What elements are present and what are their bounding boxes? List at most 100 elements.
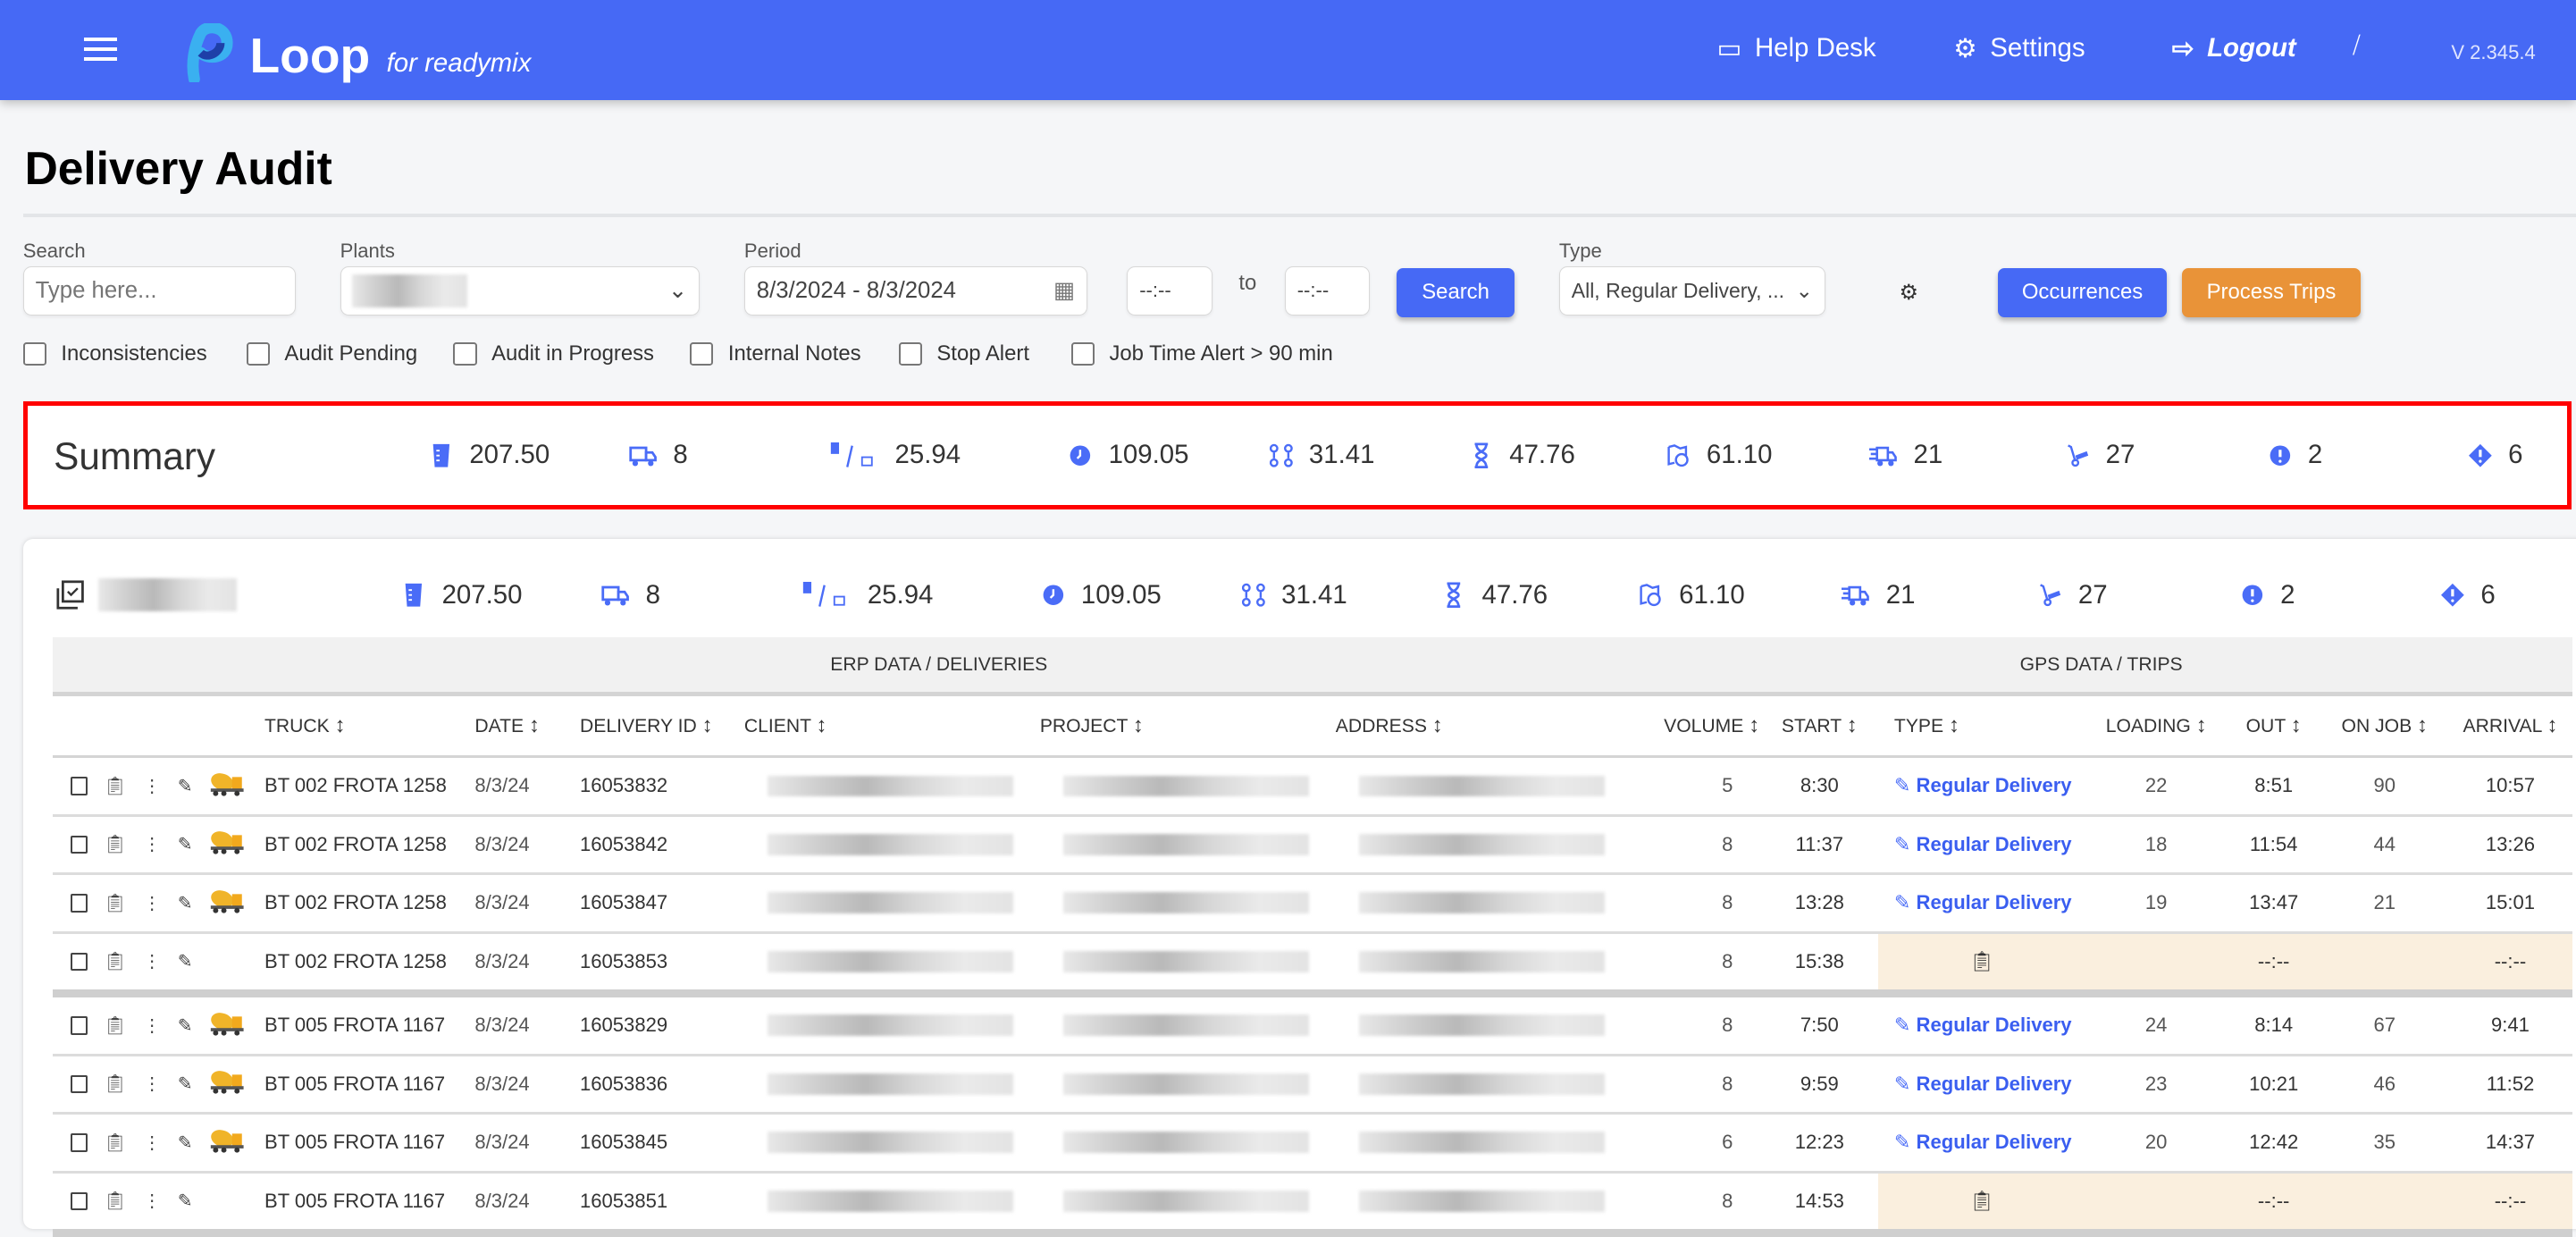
column-header-date[interactable]: DATE ↕ [473, 694, 579, 759]
logo[interactable]: Loop for readymix [178, 22, 531, 82]
column-header-loading[interactable]: LOADING ↕ [2086, 694, 2227, 759]
checkbox-icon[interactable] [22, 342, 46, 366]
type-link[interactable]: Regular Delivery [1916, 832, 2072, 855]
edit-icon[interactable]: ✎ [177, 1191, 193, 1212]
column-header-arrival[interactable]: ARRIVAL ↕ [2447, 694, 2573, 759]
select-all-icon[interactable] [55, 580, 86, 617]
sort-icon[interactable]: ↕ [1749, 713, 1760, 738]
column-header-out[interactable]: OUT ↕ [2226, 694, 2321, 759]
row-checkbox[interactable] [71, 894, 88, 913]
clipboard-icon[interactable]: 📋︎ [104, 1132, 127, 1153]
sort-icon[interactable]: ↕ [1132, 713, 1144, 738]
no-trip-cell[interactable]: 📋︎ [1877, 932, 2087, 998]
occurrences-button[interactable]: Occurrences [1997, 267, 2168, 317]
clipboard-icon[interactable]: 📋︎ [104, 1015, 127, 1036]
help-desk-link[interactable]: ▭ Help Desk [1716, 33, 1875, 64]
edit-icon[interactable]: ✎ [177, 1132, 193, 1153]
table-row[interactable]: 📋︎ ⋮ ✎ BT 002 FROTA 1258 8/3/24 16053847 8… [52, 873, 2573, 934]
type-cell[interactable]: ✎ Regular Delivery [1877, 873, 2087, 934]
sort-icon[interactable]: ↕ [1431, 713, 1443, 738]
filter-checkbox[interactable]: Audit Pending [246, 341, 417, 366]
filter-checkbox[interactable]: Job Time Alert > 90 min [1070, 341, 1333, 366]
column-header-on-job[interactable]: ON JOB ↕ [2320, 694, 2448, 759]
more-vertical-icon[interactable]: ⋮ [143, 835, 162, 855]
type-cell[interactable]: ✎ Regular Delivery [1877, 815, 2087, 876]
search-input[interactable] [22, 265, 296, 316]
filter-checkbox[interactable]: Inconsistencies [22, 341, 207, 366]
clipboard-icon[interactable]: 📋︎ [1969, 949, 1995, 972]
clipboard-icon[interactable]: 📋︎ [104, 776, 127, 796]
clipboard-icon[interactable]: 📋︎ [1969, 1189, 1995, 1212]
row-checkbox[interactable] [71, 777, 88, 795]
time-to-input[interactable]: --:-- [1284, 265, 1371, 316]
row-checkbox[interactable] [71, 952, 88, 972]
type-link[interactable]: Regular Delivery [1916, 891, 2072, 914]
logout-link[interactable]: ⇨ Logout [2172, 33, 2296, 64]
edit-icon[interactable]: ✎ [177, 893, 193, 913]
table-row[interactable]: 📋︎ ⋮ ✎ BT 005 FROTA 1167 8/3/24 16053845 6… [52, 1113, 2573, 1174]
column-header-delivery-id[interactable]: DELIVERY ID ↕ [578, 694, 743, 759]
magic-wand-off-icon[interactable]: ⧸ [2353, 32, 2361, 58]
menu-icon[interactable] [83, 38, 117, 61]
column-header-address[interactable]: ADDRESS ↕ [1333, 694, 1630, 759]
type-link[interactable]: Regular Delivery [1916, 1072, 2072, 1095]
sort-icon[interactable]: ↕ [701, 713, 713, 738]
more-vertical-icon[interactable]: ⋮ [143, 952, 162, 972]
type-link[interactable]: Regular Delivery [1916, 1014, 2072, 1037]
sort-icon[interactable]: ↕ [2547, 713, 2558, 738]
checkbox-icon[interactable] [898, 342, 922, 366]
gears-icon[interactable]: ⚙ [1899, 280, 1918, 305]
row-checkbox[interactable] [71, 835, 88, 854]
plants-select[interactable]: ⌄ [340, 265, 701, 316]
column-header-truck[interactable]: TRUCK ↕ [263, 694, 474, 759]
column-header-type[interactable]: TYPE ↕ [1877, 694, 2087, 759]
more-vertical-icon[interactable]: ⋮ [143, 1191, 162, 1212]
checkbox-icon[interactable] [246, 342, 270, 366]
sort-icon[interactable]: ↕ [2417, 713, 2428, 738]
column-header-volume[interactable]: VOLUME ↕ [1629, 694, 1761, 759]
type-link[interactable]: Regular Delivery [1916, 774, 2072, 797]
column-header-client[interactable]: CLIENT ↕ [743, 694, 1038, 759]
process-trips-button[interactable]: Process Trips [2181, 267, 2362, 317]
table-row[interactable]: 📋︎ ⋮ ✎ BT 005 FROTA 1167 8/3/24 16053829 8… [52, 993, 2573, 1056]
table-row[interactable]: 📋︎ ⋮ ✎ BT 002 FROTA 1258 8/3/24 16053832 5… [52, 756, 2573, 817]
sort-icon[interactable]: ↕ [1846, 713, 1858, 738]
sort-icon[interactable]: ↕ [2290, 713, 2302, 738]
type-select[interactable]: All, Regular Delivery, ... ⌄ [1558, 265, 1825, 316]
edit-icon[interactable]: ✎ [177, 776, 193, 796]
clipboard-icon[interactable]: 📋︎ [104, 835, 127, 855]
column-header-start[interactable]: START ↕ [1761, 694, 1878, 759]
settings-link[interactable]: ⚙ Settings [1953, 33, 2085, 64]
clipboard-icon[interactable]: 📋︎ [104, 1191, 127, 1212]
more-vertical-icon[interactable]: ⋮ [143, 776, 162, 796]
more-vertical-icon[interactable]: ⋮ [143, 893, 162, 913]
type-cell[interactable]: ✎ Regular Delivery [1877, 1055, 2087, 1115]
checkbox-icon[interactable] [453, 342, 477, 366]
more-vertical-icon[interactable]: ⋮ [143, 1132, 162, 1153]
sort-icon[interactable]: ↕ [529, 713, 540, 738]
edit-icon[interactable]: ✎ [177, 952, 193, 972]
search-button[interactable]: Search [1396, 267, 1515, 317]
clipboard-icon[interactable]: 📋︎ [104, 893, 127, 913]
more-vertical-icon[interactable]: ⋮ [143, 1015, 162, 1036]
checkbox-icon[interactable] [690, 342, 714, 366]
period-input[interactable]: 8/3/2024 - 8/3/2024 ▦ [743, 265, 1088, 316]
clipboard-icon[interactable]: 📋︎ [104, 1074, 127, 1095]
type-link[interactable]: Regular Delivery [1916, 1131, 2072, 1154]
table-row[interactable]: 📋︎ ⋮ ✎ BT 005 FROTA 1167 8/3/24 16053836 8… [52, 1055, 2573, 1115]
time-from-input[interactable]: --:-- [1127, 265, 1212, 316]
filter-checkbox[interactable]: Audit in Progress [453, 341, 654, 366]
edit-icon[interactable]: ✎ [177, 1015, 193, 1036]
clipboard-icon[interactable]: 📋︎ [104, 952, 127, 972]
type-cell[interactable]: ✎ Regular Delivery [1877, 1113, 2087, 1174]
no-trip-cell[interactable]: 📋︎ [1877, 1172, 2087, 1237]
type-cell[interactable]: ✎ Regular Delivery [1877, 756, 2087, 817]
sort-icon[interactable]: ↕ [816, 713, 827, 738]
row-checkbox[interactable] [71, 1133, 88, 1152]
type-cell[interactable]: ✎ Regular Delivery [1877, 993, 2087, 1056]
sort-icon[interactable]: ↕ [2195, 713, 2207, 738]
more-vertical-icon[interactable]: ⋮ [143, 1074, 162, 1095]
table-row[interactable]: 📋︎ ⋮ ✎ BT 002 FROTA 1258 8/3/24 16053842 8… [52, 815, 2573, 876]
table-row[interactable]: 📋︎ ⋮ ✎ BT 005 FROTA 1167 8/3/24 16053851 8… [52, 1172, 2573, 1237]
filter-checkbox[interactable]: Stop Alert [898, 341, 1029, 366]
